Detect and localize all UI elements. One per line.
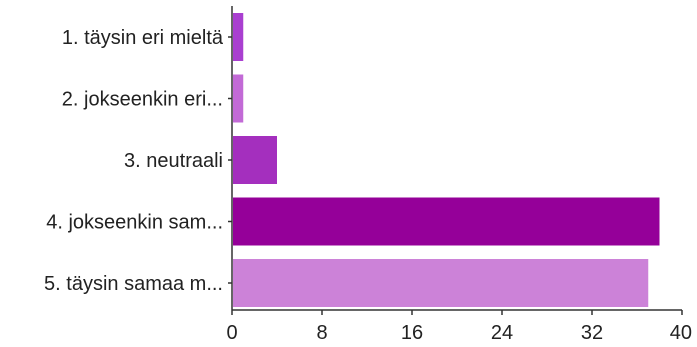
bars-group <box>233 13 660 307</box>
category-label-5: 5. täysin samaa m... <box>44 273 223 295</box>
bar-2 <box>233 74 244 123</box>
category-labels: 1. täysin eri mieltä 2. jokseenkin eri...… <box>44 27 232 295</box>
bar-3 <box>233 136 277 184</box>
bar-4 <box>233 197 660 246</box>
x-tick-label-40: 40 <box>670 322 692 344</box>
category-label-4: 4. jokseenkin sam... <box>46 212 223 234</box>
category-label-3: 3. neutraali <box>124 150 223 172</box>
x-tick-label-0: 0 <box>226 322 237 344</box>
x-tick-label-8: 8 <box>316 322 327 344</box>
x-tick-label-32: 32 <box>581 322 603 344</box>
bar-5 <box>233 259 649 307</box>
x-tick-label-16: 16 <box>401 322 423 344</box>
x-axis-ticks: 0 8 16 24 32 40 <box>226 310 692 344</box>
bar-1 <box>233 13 244 61</box>
category-label-2: 2. jokseenkin eri... <box>62 89 223 111</box>
x-tick-label-24: 24 <box>491 322 513 344</box>
category-label-1: 1. täysin eri mieltä <box>62 27 224 49</box>
